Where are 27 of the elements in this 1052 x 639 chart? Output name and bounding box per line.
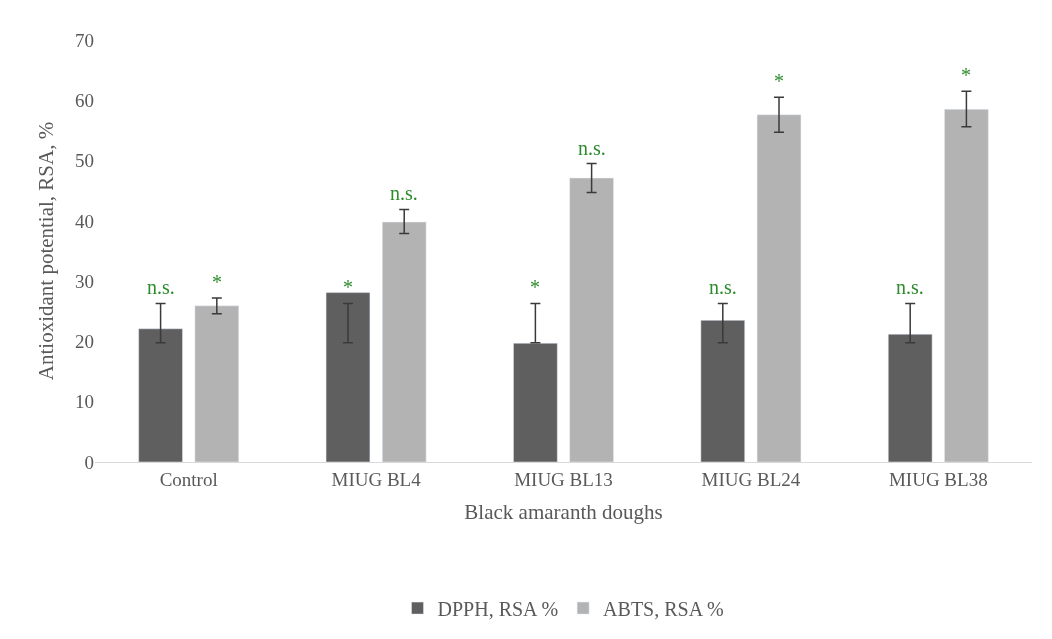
y-tick-label: 30 — [75, 270, 94, 292]
y-tick-label: 50 — [75, 150, 94, 172]
x-tick-label: MIUG BL24 — [701, 468, 801, 490]
y-axis-title: Antioxidant potential, RSA, % — [34, 121, 59, 381]
data-label: * — [212, 271, 222, 293]
data-label: * — [961, 64, 971, 86]
data-label: n.s. — [578, 137, 606, 159]
data-label: n.s. — [896, 276, 924, 298]
x-tick-label: Control — [159, 468, 218, 490]
y-tick-label: 40 — [75, 210, 94, 232]
data-label: n.s. — [147, 276, 175, 298]
data-label: n.s. — [709, 276, 737, 298]
legend-label: DPPH, RSA % — [437, 597, 559, 620]
legend-label: ABTS, RSA % — [603, 597, 724, 620]
data-label: * — [530, 276, 540, 298]
data-label: n.s. — [390, 182, 418, 204]
x-axis-title: Black amaranth doughs — [464, 500, 663, 524]
data-label: * — [774, 70, 784, 92]
y-tick-label: 10 — [75, 391, 94, 413]
y-tick-label: 20 — [75, 331, 94, 353]
x-tick-label: MIUG BL4 — [331, 468, 422, 490]
y-tick-label: 0 — [84, 451, 94, 473]
y-tick-label: 60 — [75, 89, 94, 111]
data-label: * — [343, 276, 353, 298]
y-tick-label: 70 — [75, 29, 94, 51]
x-tick-label: MIUG BL13 — [514, 468, 613, 490]
x-tick-label: MIUG BL38 — [888, 468, 988, 490]
